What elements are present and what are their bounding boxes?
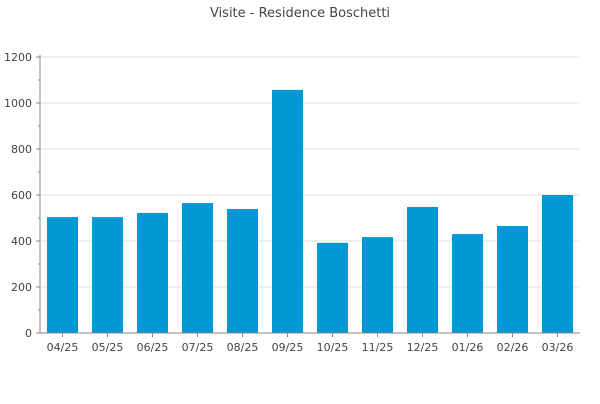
- bar-08-25: [227, 209, 258, 333]
- x-tick-label: 05/25: [92, 341, 124, 354]
- bar-02-26: [497, 226, 528, 333]
- bar-06-25: [137, 212, 168, 333]
- y-tick-label: 200: [11, 281, 32, 294]
- bar-01-26: [452, 234, 483, 333]
- x-tick-label: 02/26: [497, 341, 529, 354]
- x-tick-label: 01/26: [452, 341, 484, 354]
- y-tick-label: 1000: [4, 97, 32, 110]
- bar-05-25: [92, 217, 123, 333]
- bar-04-25: [47, 217, 78, 333]
- x-tick-label: 04/25: [47, 341, 79, 354]
- y-tick-label: 1200: [4, 51, 32, 64]
- bar-09-25: [272, 89, 303, 333]
- x-tick-label: 03/26: [542, 341, 574, 354]
- bar-10-25: [317, 242, 348, 333]
- bar-03-26: [542, 195, 573, 333]
- bar-11-25: [362, 237, 393, 333]
- y-tick-label: 0: [25, 327, 32, 340]
- chart-title: Visite - Residence Boschetti: [210, 6, 390, 21]
- bar-12-25: [407, 206, 438, 333]
- bar-07-25: [182, 203, 213, 333]
- x-tick-label: 06/25: [137, 341, 169, 354]
- x-tick-label: 11/25: [362, 341, 394, 354]
- x-tick-label: 07/25: [182, 341, 214, 354]
- y-tick-label: 600: [11, 189, 32, 202]
- x-tick-label: 12/25: [407, 341, 439, 354]
- y-tick-label: 800: [11, 143, 32, 156]
- x-tick-label: 08/25: [227, 341, 259, 354]
- x-tick-label: 10/25: [317, 341, 349, 354]
- x-tick-label: 09/25: [272, 341, 304, 354]
- y-tick-label: 400: [11, 235, 32, 248]
